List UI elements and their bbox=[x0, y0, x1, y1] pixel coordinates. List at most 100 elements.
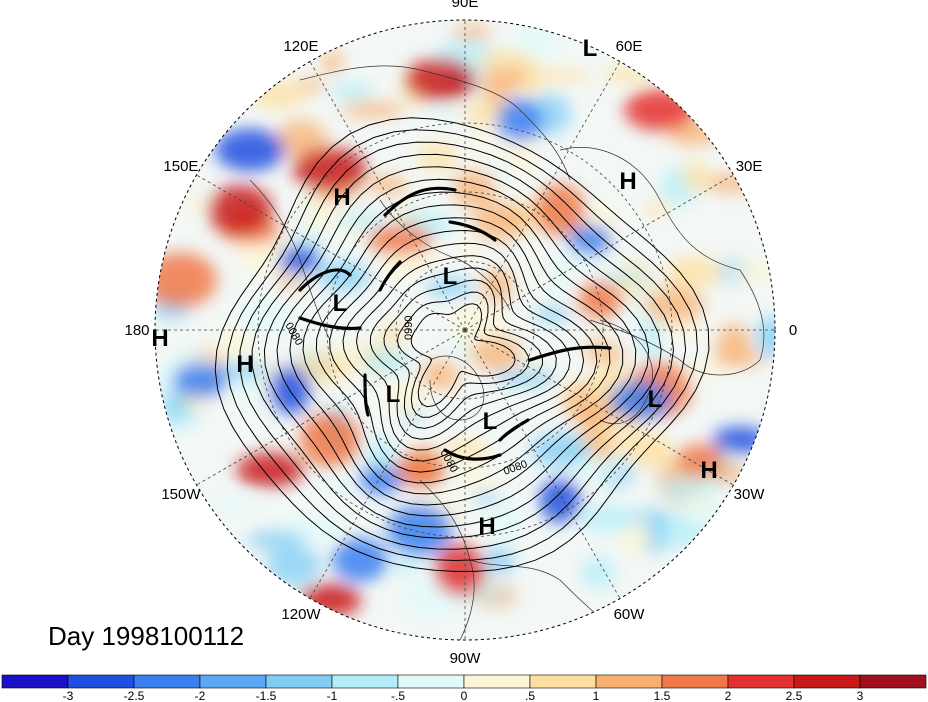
colorbar-swatch bbox=[1, 674, 69, 689]
high-pressure-marker: H bbox=[333, 184, 350, 211]
anomaly-patch bbox=[318, 261, 370, 291]
colorbar-swatch bbox=[331, 674, 399, 689]
lon-label-2: 30E bbox=[736, 158, 763, 175]
anomaly-patch bbox=[340, 101, 405, 118]
colorbar-tick-label: 3 bbox=[857, 689, 864, 702]
colorbar-tick-label: -1 bbox=[327, 689, 338, 702]
lon-label-10: 150E bbox=[163, 158, 198, 175]
map-title: Day 1998100112 bbox=[48, 621, 244, 651]
warm-anomaly bbox=[534, 184, 586, 236]
lon-label-5: 60W bbox=[614, 606, 646, 623]
warm-anomaly bbox=[624, 89, 696, 131]
anomaly-patch bbox=[644, 286, 705, 324]
colorbar-swatch bbox=[595, 674, 663, 689]
anomaly-patch bbox=[533, 306, 573, 323]
height-contour bbox=[342, 242, 585, 462]
height-contour bbox=[276, 178, 650, 517]
height-contour bbox=[315, 217, 611, 484]
anomaly-patch bbox=[682, 160, 710, 192]
cold-anomaly bbox=[357, 465, 403, 495]
height-contour bbox=[396, 291, 530, 418]
colorbar-tick-label: 2 bbox=[725, 689, 732, 702]
lon-label-8: 150W bbox=[161, 486, 201, 503]
anomaly-patch bbox=[472, 491, 500, 504]
height-contour bbox=[369, 267, 557, 440]
anomaly-patch bbox=[480, 64, 512, 106]
low-pressure-marker: L bbox=[333, 290, 348, 317]
height-contour bbox=[410, 303, 516, 408]
low-pressure-marker: L bbox=[648, 386, 663, 413]
cold-anomaly bbox=[332, 537, 388, 583]
height-contour bbox=[302, 204, 624, 495]
anomaly-patch bbox=[366, 437, 397, 470]
warm-anomaly bbox=[236, 452, 304, 488]
high-pressure-marker: H bbox=[236, 351, 253, 378]
colorbar-swatch bbox=[67, 674, 135, 689]
lon-label-9: 180 bbox=[124, 322, 149, 339]
colorbar-tick-label: -2.5 bbox=[124, 689, 145, 702]
warm-anomaly bbox=[405, 58, 475, 102]
high-pressure-marker: H bbox=[151, 325, 168, 352]
anomaly-patch bbox=[420, 360, 461, 390]
lon-label-11: 120E bbox=[283, 38, 318, 55]
contour-label-2: 0990 bbox=[403, 316, 415, 340]
colorbar-swatch bbox=[199, 674, 267, 689]
anomaly-patch bbox=[246, 530, 307, 551]
anomaly-patch bbox=[458, 236, 479, 264]
anomaly-patch bbox=[580, 556, 616, 589]
colorbar-swatch bbox=[133, 674, 201, 689]
low-pressure-marker: L bbox=[386, 381, 401, 408]
warm-anomaly bbox=[299, 412, 361, 468]
height-contour bbox=[214, 117, 710, 572]
anomaly-patch bbox=[530, 432, 590, 468]
colorbar-tick-label: 1 bbox=[593, 689, 600, 702]
anomaly-patch bbox=[607, 416, 635, 440]
anomaly-patch bbox=[603, 66, 652, 84]
lon-label-0: 90E bbox=[452, 0, 479, 11]
height-contour bbox=[355, 255, 571, 451]
colorbar-tick-label: 2.5 bbox=[786, 689, 803, 702]
high-pressure-marker: H bbox=[700, 457, 717, 484]
jet-streaks bbox=[298, 186, 612, 461]
warm-anomaly bbox=[155, 252, 217, 308]
low-pressure-marker: L bbox=[443, 263, 458, 290]
height-contours bbox=[214, 117, 710, 572]
anomaly-patch bbox=[382, 378, 429, 417]
pressure-center-markers: L H H L H H L L L L H H bbox=[151, 35, 717, 540]
colorbar-swatch bbox=[397, 674, 465, 689]
cold-anomaly bbox=[568, 225, 612, 255]
graticule bbox=[155, 20, 775, 640]
anomaly-patch bbox=[452, 24, 492, 40]
lon-label-3: 0 bbox=[789, 322, 797, 339]
warm-anomaly bbox=[434, 544, 486, 596]
warm-anomaly bbox=[676, 443, 724, 477]
warm-anomaly bbox=[394, 451, 446, 489]
colorbar-tick-label: -2 bbox=[195, 689, 206, 702]
height-contour bbox=[226, 129, 698, 562]
colorbar-tick-label: 0 bbox=[461, 689, 468, 702]
anomaly-patch bbox=[330, 82, 374, 102]
anomaly-patch bbox=[477, 49, 533, 70]
colorbar-swatch bbox=[529, 674, 597, 689]
anomaly-patch bbox=[426, 106, 466, 121]
low-pressure-marker: L bbox=[483, 408, 498, 435]
colorbar-tick-label: -1.5 bbox=[256, 689, 277, 702]
lon-label-6: 90W bbox=[450, 650, 482, 667]
colorbar-tick-label: 1.5 bbox=[654, 689, 671, 702]
colorbar-swatch bbox=[661, 674, 729, 689]
anomaly-patch bbox=[335, 212, 388, 228]
anomaly-patch bbox=[388, 559, 421, 574]
height-contour bbox=[239, 141, 687, 550]
anomaly-patch bbox=[202, 499, 266, 512]
anomaly-patch bbox=[711, 351, 766, 367]
height-contour bbox=[251, 153, 675, 539]
anomaly-patch bbox=[586, 381, 607, 405]
cold-anomaly bbox=[539, 477, 581, 523]
lon-label-4: 30W bbox=[734, 486, 766, 503]
anomaly-patch bbox=[361, 348, 411, 374]
map-boundary bbox=[154, 19, 776, 641]
colorbar-tick-label: -3 bbox=[63, 689, 74, 702]
anomaly-patch bbox=[165, 389, 186, 421]
anomaly-patch bbox=[528, 69, 592, 82]
